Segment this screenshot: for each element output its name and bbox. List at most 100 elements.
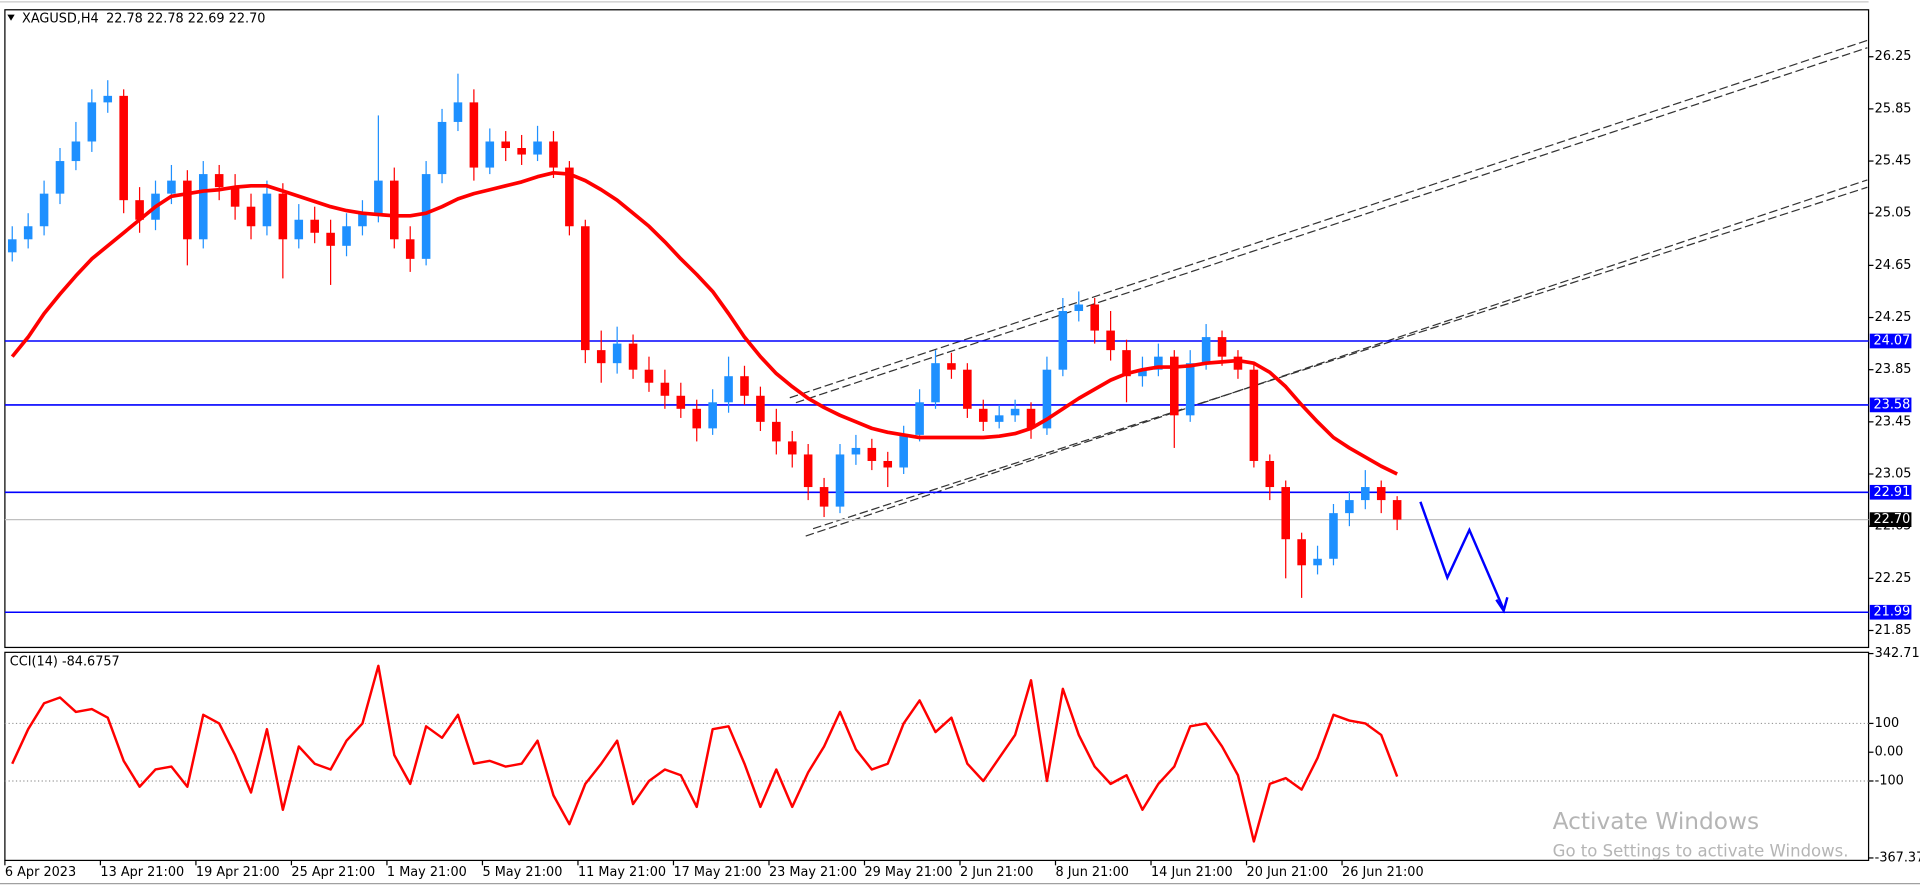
candle-body (1042, 369, 1052, 429)
x-tick-label: 11 May 21:00 (578, 865, 666, 880)
chart-header: XAGUSD,H4 22.78 22.78 22.69 22.70 (22, 11, 265, 26)
level-tag (1869, 604, 1912, 620)
candle-body (374, 180, 383, 214)
candle-body (772, 421, 781, 442)
candle-body (963, 369, 972, 409)
candle-body (485, 141, 495, 168)
y-tick-label: 22.25 (1875, 571, 1912, 586)
candle-body (87, 102, 97, 142)
level-tag (1869, 333, 1912, 349)
x-tick-label: 17 May 21:00 (673, 865, 761, 880)
candle-body (1329, 513, 1338, 559)
candle-body (1138, 369, 1147, 377)
candle-body (851, 447, 861, 455)
candle-body (39, 193, 49, 227)
candle-body (183, 180, 192, 240)
candle-body (1376, 487, 1386, 501)
y-tick-label: 24.25 (1875, 310, 1912, 325)
candle-body (676, 395, 686, 409)
candle-body (1154, 356, 1163, 370)
candle-body (278, 193, 288, 240)
x-tick-label: 6 Apr 2023 (5, 865, 76, 880)
candle-body (469, 102, 479, 168)
candle-body (358, 213, 367, 227)
candle-body (994, 415, 1004, 422)
y-tick-label: 23.85 (1875, 362, 1912, 377)
candle-body (517, 148, 526, 155)
level-label: 24.07 (1873, 334, 1910, 349)
x-tick-label: 25 Apr 21:00 (291, 865, 375, 880)
arrow-head (1495, 596, 1509, 614)
candle-body (1313, 558, 1322, 566)
candle-body (421, 174, 431, 259)
candle-body (1361, 487, 1370, 501)
candle-body (692, 408, 702, 429)
candle-body (1170, 356, 1179, 416)
candle-body (740, 376, 749, 396)
candle-body (581, 226, 590, 351)
channel-line (795, 47, 1868, 404)
candle-body (947, 363, 956, 370)
channel-line (805, 179, 1868, 537)
candle-body (71, 141, 81, 162)
x-tick-label: 20 Jun 21:00 (1247, 865, 1329, 880)
candle-body (533, 141, 542, 155)
x-tick-label: 29 May 21:00 (864, 865, 952, 880)
x-tick-label: 26 Jun 21:00 (1342, 865, 1424, 880)
level-tag (1869, 397, 1912, 413)
candle-body (1265, 460, 1275, 488)
candle-body (1392, 500, 1402, 520)
candle-body (262, 193, 272, 227)
watermark: Go to Settings to activate Windows. (1553, 841, 1849, 860)
candle-body (899, 434, 908, 468)
candle-body (549, 141, 558, 168)
y-tick-label: 26.25 (1875, 49, 1912, 64)
candle-body (103, 95, 113, 103)
candle-body (1106, 330, 1115, 351)
candle-body (1090, 304, 1099, 331)
symbol: XAGUSD,H4 (22, 11, 99, 26)
candle-body (660, 382, 670, 396)
menu-triangle (7, 14, 15, 21)
candle-body (342, 226, 351, 246)
level-label: 23.58 (1873, 397, 1910, 412)
candle-body (1010, 408, 1020, 416)
candle-body (1058, 311, 1068, 370)
candle-body (1249, 369, 1259, 461)
candle-body (7, 239, 17, 253)
candle-body (1233, 356, 1243, 370)
candle-body (294, 219, 304, 240)
x-tick-label: 14 Jun 21:00 (1151, 865, 1233, 880)
moving-average (10, 170, 1398, 476)
y-tick-label: 100 (1875, 716, 1900, 731)
watermark: Activate Windows (1553, 808, 1760, 835)
x-tick-label: 1 May 21:00 (387, 865, 467, 880)
y-tick-label: 342.715 (1875, 646, 1920, 661)
level-label: 21.99 (1873, 605, 1910, 620)
candle-body (390, 180, 399, 240)
candle-body (310, 219, 319, 233)
indicator-title: CCI(14) -84.6757 (10, 655, 120, 670)
candle-body (198, 174, 208, 240)
x-tick-label: 5 May 21:00 (482, 865, 562, 880)
y-tick-label: 23.45 (1875, 414, 1912, 429)
channel-line (789, 39, 1868, 399)
candle-body (787, 441, 797, 455)
candle-body (135, 200, 144, 220)
y-tick-label: 25.05 (1875, 206, 1912, 221)
y-tick-label: 21.85 (1875, 623, 1912, 638)
candle-body (437, 121, 447, 175)
last-price-label: 22.70 (1873, 512, 1910, 527)
x-tick-label: 23 May 21:00 (769, 865, 857, 880)
x-tick-label: 2 Jun 21:00 (960, 865, 1033, 880)
x-tick-label: 8 Jun 21:00 (1056, 865, 1129, 880)
candle-body (708, 402, 717, 429)
candle-body (214, 174, 224, 188)
indicator-line (11, 664, 1399, 843)
x-tick-label: 19 Apr 21:00 (196, 865, 280, 880)
candle-body (326, 232, 335, 246)
candle-body (246, 206, 256, 227)
y-tick-label: 24.65 (1875, 258, 1912, 273)
candle-body (883, 460, 893, 468)
